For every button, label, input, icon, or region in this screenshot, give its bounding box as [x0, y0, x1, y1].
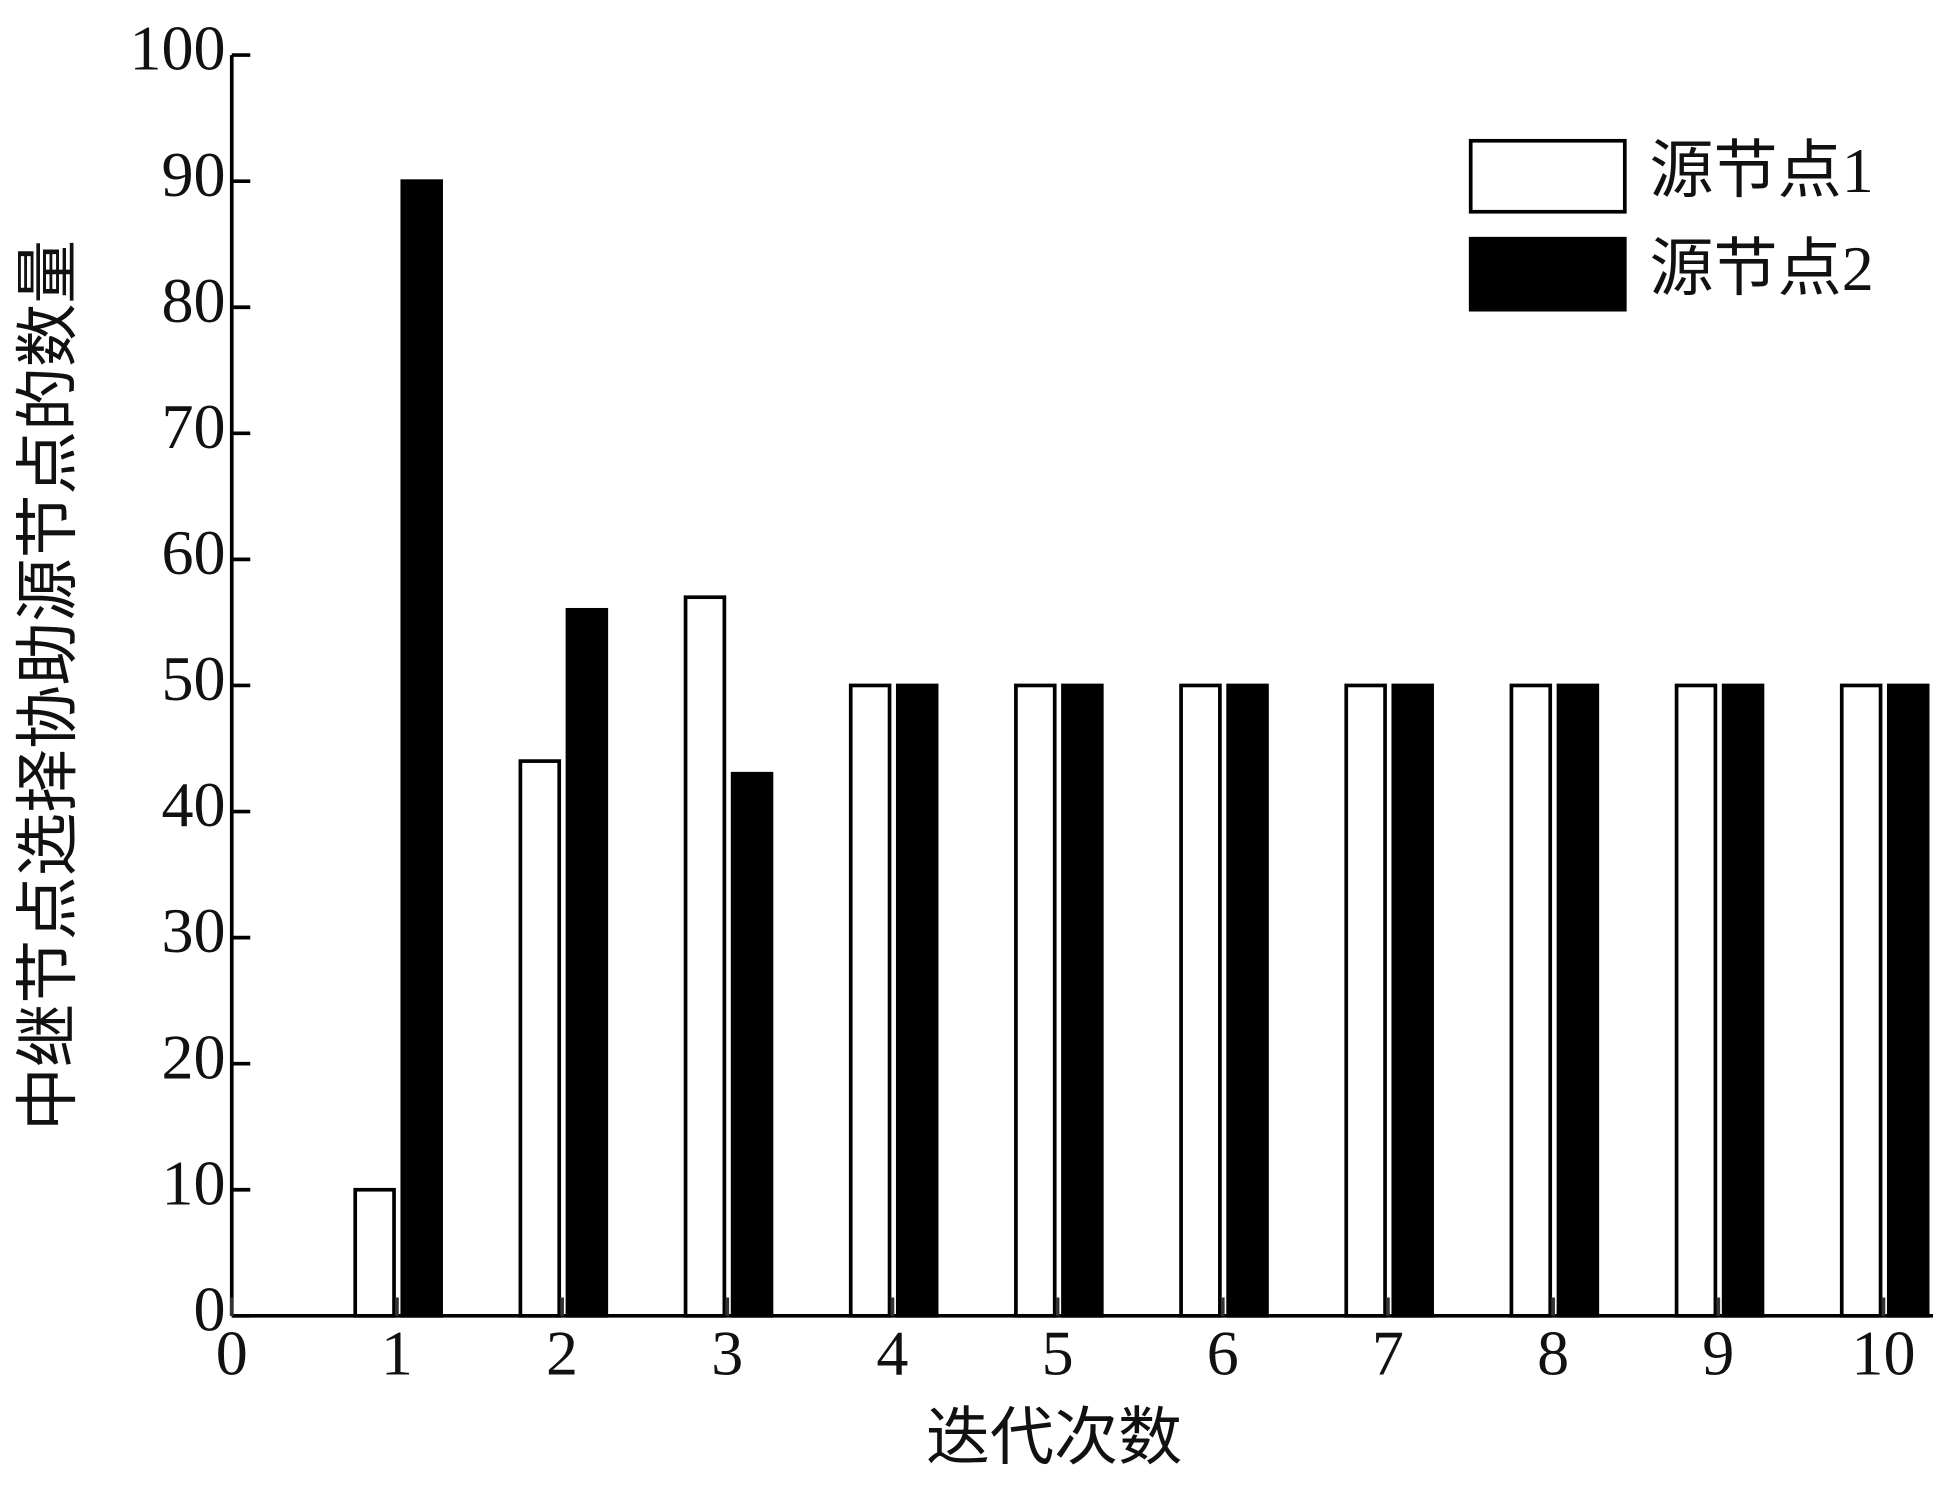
legend-swatch: [1468, 138, 1627, 214]
y-tick-label: 60: [162, 517, 226, 588]
legend-label: 源节点2: [1649, 233, 1873, 304]
x-tick-label: 9: [1702, 1318, 1734, 1389]
y-tick-label: 80: [162, 265, 226, 336]
x-tick-label: 0: [216, 1318, 248, 1389]
bar: [730, 771, 774, 1318]
bar: [1014, 683, 1057, 1318]
x-tick-label: 6: [1207, 1318, 1239, 1389]
bar: [1674, 683, 1718, 1318]
bar: [1391, 683, 1434, 1318]
bar: [353, 1187, 396, 1318]
x-tick-label: 3: [711, 1318, 743, 1389]
y-tick-label: 50: [162, 643, 226, 714]
legend-swatch: [1468, 236, 1627, 312]
y-tick-label: 70: [162, 391, 226, 462]
x-tick-label: 2: [546, 1318, 578, 1389]
legend-label: 源节点1: [1649, 135, 1873, 206]
bar: [683, 595, 727, 1318]
x-tick-label: 5: [1042, 1318, 1074, 1389]
x-tick-label: 1: [381, 1318, 413, 1389]
bar: [1509, 683, 1553, 1318]
x-tick-label: 8: [1537, 1318, 1569, 1389]
y-axis-label: 中继节点选择协助源节点的数量: [13, 240, 84, 1131]
bar: [565, 607, 609, 1318]
bar: [1839, 683, 1883, 1318]
bar: [848, 683, 892, 1318]
y-tick-label: 100: [129, 13, 225, 84]
bar: [1179, 683, 1222, 1318]
x-tick-label: 7: [1372, 1318, 1404, 1389]
y-tick-label: 90: [162, 139, 226, 210]
x-tick-label: 10: [1851, 1318, 1915, 1389]
y-tick-label: 10: [162, 1148, 226, 1219]
y-tick-label: 20: [162, 1021, 226, 1092]
bar: [1344, 683, 1387, 1318]
bar: [1061, 683, 1104, 1318]
y-tick-label: 30: [162, 895, 226, 966]
bar: [1721, 683, 1765, 1318]
bar: [400, 179, 443, 1318]
y-tick-label: 0: [194, 1274, 226, 1345]
bar: [518, 759, 562, 1318]
x-tick-label: 4: [876, 1318, 908, 1389]
bar: [1886, 683, 1930, 1318]
bar: [1556, 683, 1600, 1318]
bar: [1226, 683, 1269, 1318]
bar: [895, 683, 939, 1318]
y-tick-label: 40: [162, 769, 226, 840]
x-axis-label: 迭代次数: [926, 1402, 1182, 1473]
